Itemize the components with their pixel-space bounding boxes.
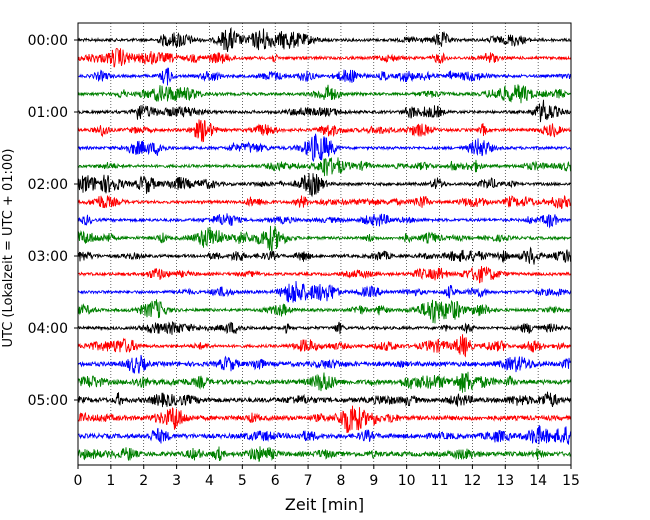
plot-area-frame — [77, 22, 572, 466]
x-tick-label: 6 — [271, 473, 280, 489]
seismic-trace — [77, 26, 572, 52]
y-tick-label: 02:00 — [28, 177, 68, 193]
seismic-trace — [77, 246, 571, 265]
x-tick-label: 7 — [304, 473, 313, 489]
seismic-trace — [77, 173, 572, 198]
y-axis-ticks: 00:00 01:00 02:00 03:00 04:00 05:00 — [28, 33, 78, 409]
seismic-trace — [77, 84, 572, 104]
y-tick-label: 05:00 — [28, 393, 68, 409]
y-axis-label: UTC (Lokalzeit = UTC + 01:00) — [1, 149, 16, 348]
seismic-trace — [77, 133, 572, 162]
x-tick-label: 8 — [336, 473, 345, 489]
seismic-trace — [77, 280, 572, 303]
seismic-trace — [77, 334, 572, 358]
x-tick-label: 5 — [238, 473, 247, 489]
x-tick-label: 3 — [172, 473, 181, 489]
x-tick-label: 14 — [529, 473, 547, 489]
seismic-trace — [77, 354, 572, 374]
x-tick-label: 15 — [562, 473, 580, 489]
y-tick-label: 01:00 — [28, 105, 68, 121]
seismic-trace — [77, 99, 572, 123]
x-axis-label: Zeit [min] — [285, 495, 364, 514]
x-tick-label: 12 — [463, 473, 481, 489]
seismic-trace — [77, 424, 572, 445]
seismic-trace — [77, 265, 572, 284]
seismic-trace — [77, 371, 572, 393]
seismic-trace — [77, 321, 572, 335]
y-tick-label: 04:00 — [28, 321, 68, 337]
seismic-trace — [77, 299, 572, 324]
seismic-trace — [77, 446, 572, 462]
x-tick-label: 0 — [74, 473, 83, 489]
seismic-trace — [78, 67, 572, 86]
x-tick-label: 1 — [106, 473, 115, 489]
seismic-trace — [77, 119, 572, 143]
y-tick-label: 00:00 — [28, 33, 68, 49]
seismic-trace — [77, 225, 572, 253]
y-tick-label: 03:00 — [28, 249, 68, 265]
seismic-trace — [77, 47, 572, 68]
seismic-trace — [77, 157, 572, 177]
seismic-trace — [77, 405, 572, 434]
seismic-trace — [77, 213, 572, 229]
x-tick-label: 13 — [496, 473, 514, 489]
seismic-trace — [77, 194, 572, 210]
seismic-trace — [77, 391, 572, 408]
seismic-traces — [77, 26, 572, 462]
x-tick-label: 4 — [205, 473, 214, 489]
x-tick-label: 9 — [369, 473, 378, 489]
x-tick-label: 10 — [398, 473, 416, 489]
x-tick-label: 2 — [139, 473, 148, 489]
x-tick-label: 11 — [431, 473, 449, 489]
x-axis-ticks: 0 1 2 3 4 5 6 7 8 9 10 11 12 13 14 15 — [74, 465, 580, 489]
